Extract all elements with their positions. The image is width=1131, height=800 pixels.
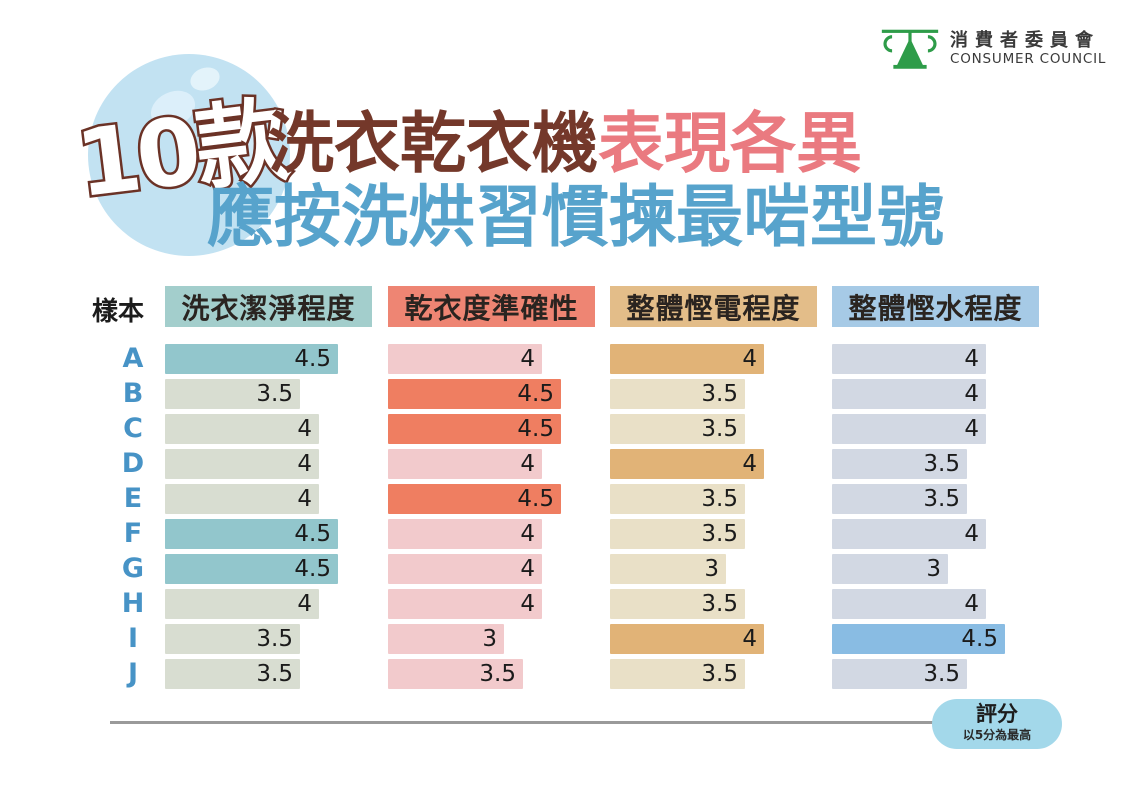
sample-label: G [121, 553, 145, 584]
rating-bar: 4 [165, 589, 319, 619]
page-title-line1: 洗衣乾衣機表現各異 [268, 90, 862, 186]
rating-bar: 4 [388, 589, 542, 619]
column-header: 整體慳水程度 [832, 286, 1039, 327]
page-title-line2: 應按洗烘習慣揀最啱型號 [207, 178, 944, 256]
legend-badge: 評分 以5分為最高 [932, 699, 1062, 749]
title-product-text: 洗衣乾衣機 [268, 105, 598, 182]
rating-bar: 4 [832, 519, 986, 549]
table-row: G 4.5 4 3 3 [110, 554, 1090, 584]
rating-bar: 4 [610, 344, 764, 374]
title-accent-text: 表現各異 [598, 105, 862, 182]
rating-bar: 4 [165, 449, 319, 479]
rating-bar: 4.5 [388, 379, 561, 409]
rating-bar: 3.5 [832, 659, 967, 689]
rating-bar: 4 [832, 589, 986, 619]
rating-bar: 4 [388, 554, 542, 584]
rating-bar: 3.5 [610, 519, 745, 549]
rating-bar: 4.5 [165, 519, 338, 549]
column-header: 乾衣度準確性 [388, 286, 595, 327]
rating-bar: 3.5 [832, 484, 967, 514]
balance-scale-icon [878, 22, 942, 76]
rating-bar: 4 [165, 484, 319, 514]
table-row: C 4 4.5 3.5 4 [110, 414, 1090, 444]
rating-bar: 4.5 [388, 414, 561, 444]
rating-bar: 3.5 [165, 624, 300, 654]
rating-bar: 3.5 [610, 379, 745, 409]
sample-label: E [123, 483, 143, 514]
consumer-council-logo: 消費者委員會 CONSUMER COUNCIL [878, 22, 1106, 76]
rating-bar: 4 [610, 624, 764, 654]
table-row: B 3.5 4.5 3.5 4 [110, 379, 1090, 409]
table-row: F 4.5 4 3.5 4 [110, 519, 1090, 549]
sample-column-header: 樣本 [92, 297, 145, 327]
rating-bar: 3.5 [165, 659, 300, 689]
column-header: 洗衣潔淨程度 [165, 286, 372, 327]
column-header: 整體慳電程度 [610, 286, 817, 327]
rating-bar: 4 [832, 344, 986, 374]
logo-org-name-zh: 消費者委員會 [950, 29, 1100, 51]
rating-bar: 4 [165, 414, 319, 444]
rating-bar: 4.5 [165, 344, 338, 374]
sample-label: A [122, 343, 144, 374]
rating-bar: 3.5 [610, 589, 745, 619]
rating-bar: 4.5 [165, 554, 338, 584]
rating-bar: 3 [832, 554, 948, 584]
table-row: D 4 4 4 3.5 [110, 449, 1090, 479]
rating-bar: 3.5 [165, 379, 300, 409]
rating-bar: 4 [388, 449, 542, 479]
rating-bar: 3.5 [610, 484, 745, 514]
rating-bar: 3 [610, 554, 726, 584]
rating-bar: 3 [388, 624, 504, 654]
table-row: H 4 4 3.5 4 [110, 589, 1090, 619]
rating-bar: 3.5 [610, 659, 745, 689]
rating-bar: 4 [388, 519, 542, 549]
legend-subtitle: 以5分為最高 [962, 728, 1032, 743]
table-row: J 3.5 3.5 3.5 3.5 [110, 659, 1090, 689]
sample-label: F [123, 518, 143, 549]
sample-label: C [123, 413, 143, 444]
sample-label: H [121, 588, 145, 619]
rating-bar: 3.5 [388, 659, 523, 689]
rating-bar: 3.5 [832, 449, 967, 479]
bottom-divider-line [110, 721, 945, 724]
sample-label: I [127, 623, 139, 654]
sample-label: D [121, 448, 145, 479]
table-row: E 4 4.5 3.5 3.5 [110, 484, 1090, 514]
sample-label: J [127, 658, 139, 689]
sample-label: B [122, 378, 144, 409]
rating-bar: 4 [610, 449, 764, 479]
table-row: I 3.5 3 4 4.5 [110, 624, 1090, 654]
legend-title: 評分 [976, 702, 1018, 726]
table-row: A 4.5 4 4 4 [110, 344, 1090, 374]
logo-org-name-en: CONSUMER COUNCIL [950, 51, 1107, 68]
rating-bar: 4 [832, 414, 986, 444]
rating-bar: 4.5 [388, 484, 561, 514]
rating-bar: 4.5 [832, 624, 1005, 654]
rating-bar: 4 [388, 344, 542, 374]
rating-bar: 4 [832, 379, 986, 409]
rating-bar: 3.5 [610, 414, 745, 444]
